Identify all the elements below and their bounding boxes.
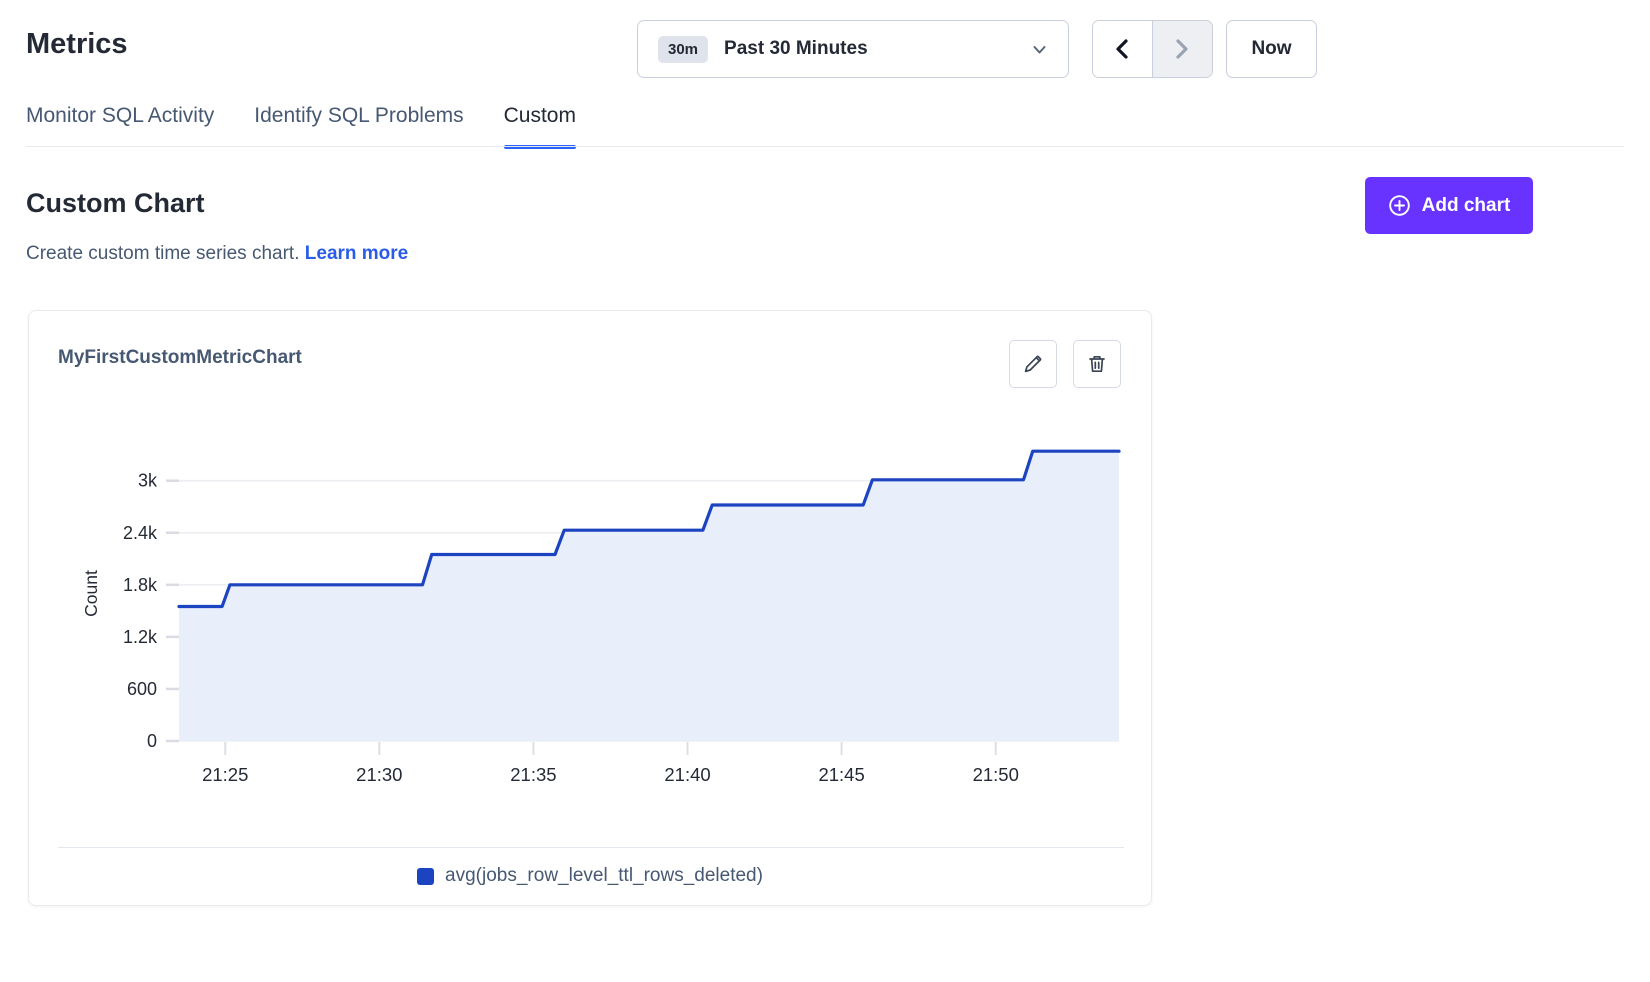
y-axis-tick-label: 600 bbox=[127, 679, 157, 699]
x-axis-tick-label: 21:50 bbox=[973, 764, 1019, 785]
chevron-left-icon bbox=[1116, 39, 1128, 59]
time-range-label: Past 30 Minutes bbox=[724, 38, 868, 59]
y-axis-title: Count bbox=[81, 570, 101, 617]
tab-monitor-sql-activity[interactable]: Monitor SQL Activity bbox=[26, 104, 215, 127]
y-axis-tick-label: 1.2k bbox=[123, 627, 158, 647]
series-line bbox=[177, 449, 1121, 609]
time-range-badge: 30m bbox=[658, 35, 709, 63]
x-axis-tick-label: 21:25 bbox=[202, 764, 248, 785]
now-button[interactable]: Now bbox=[1226, 20, 1317, 78]
x-axis-tick-label: 21:35 bbox=[510, 764, 556, 785]
edit-chart-button[interactable] bbox=[1009, 340, 1057, 388]
next-time-button[interactable] bbox=[1152, 21, 1212, 77]
section-title: Custom Chart bbox=[26, 188, 205, 218]
add-chart-button[interactable]: Add chart bbox=[1365, 177, 1533, 234]
pencil-icon bbox=[1024, 355, 1042, 373]
y-axis-tick-label: 0 bbox=[147, 731, 157, 751]
legend-divider bbox=[58, 847, 1124, 848]
chevron-down-icon bbox=[1033, 45, 1046, 53]
page-title: Metrics bbox=[26, 28, 128, 60]
y-axis-tick-label: 3k bbox=[138, 471, 158, 491]
prev-time-button[interactable] bbox=[1093, 21, 1153, 77]
time-range-select[interactable]: 30m Past 30 Minutes bbox=[637, 20, 1069, 78]
series-area bbox=[179, 451, 1119, 741]
chevron-right-icon bbox=[1176, 39, 1188, 59]
legend-swatch bbox=[417, 867, 435, 885]
chart-title: MyFirstCustomMetricChart bbox=[58, 347, 302, 368]
trash-icon bbox=[1089, 355, 1105, 373]
custom-chart-card: MyFirstCustomMetricChart 0 600 1.2k 1.8k 2.4… bbox=[28, 310, 1152, 906]
plus-circle-icon bbox=[1388, 195, 1410, 216]
time-step-arrows bbox=[1092, 20, 1213, 78]
x-axis-tick-label: 21:30 bbox=[356, 764, 402, 785]
tab-identify-sql-problems[interactable]: Identify SQL Problems bbox=[254, 104, 464, 127]
x-axis-tick-label: 21:40 bbox=[664, 764, 710, 785]
legend-label: avg(jobs_row_level_ttl_rows_deleted) bbox=[445, 865, 763, 886]
section-subtitle: Create custom time series chart. Learn m… bbox=[26, 243, 408, 265]
learn-more-link[interactable]: Learn more bbox=[304, 243, 409, 264]
tab-custom[interactable]: Custom bbox=[503, 104, 577, 149]
chart-legend[interactable]: avg(jobs_row_level_ttl_rows_deleted) bbox=[29, 865, 1151, 887]
x-axis: 21:25 21:30 21:35 21:40 21:45 21:50 bbox=[202, 742, 1019, 785]
y-axis-tick-label: 2.4k bbox=[123, 523, 158, 543]
x-axis-tick-label: 21:45 bbox=[818, 764, 864, 785]
tab-bar: Monitor SQL Activity Identify SQL Proble… bbox=[26, 104, 577, 149]
delete-chart-button[interactable] bbox=[1073, 340, 1121, 388]
section-subtitle-text: Create custom time series chart. bbox=[26, 243, 300, 264]
y-axis-tick-label: 1.8k bbox=[123, 575, 158, 595]
tabs-divider bbox=[26, 146, 1624, 147]
add-chart-label: Add chart bbox=[1421, 194, 1511, 216]
